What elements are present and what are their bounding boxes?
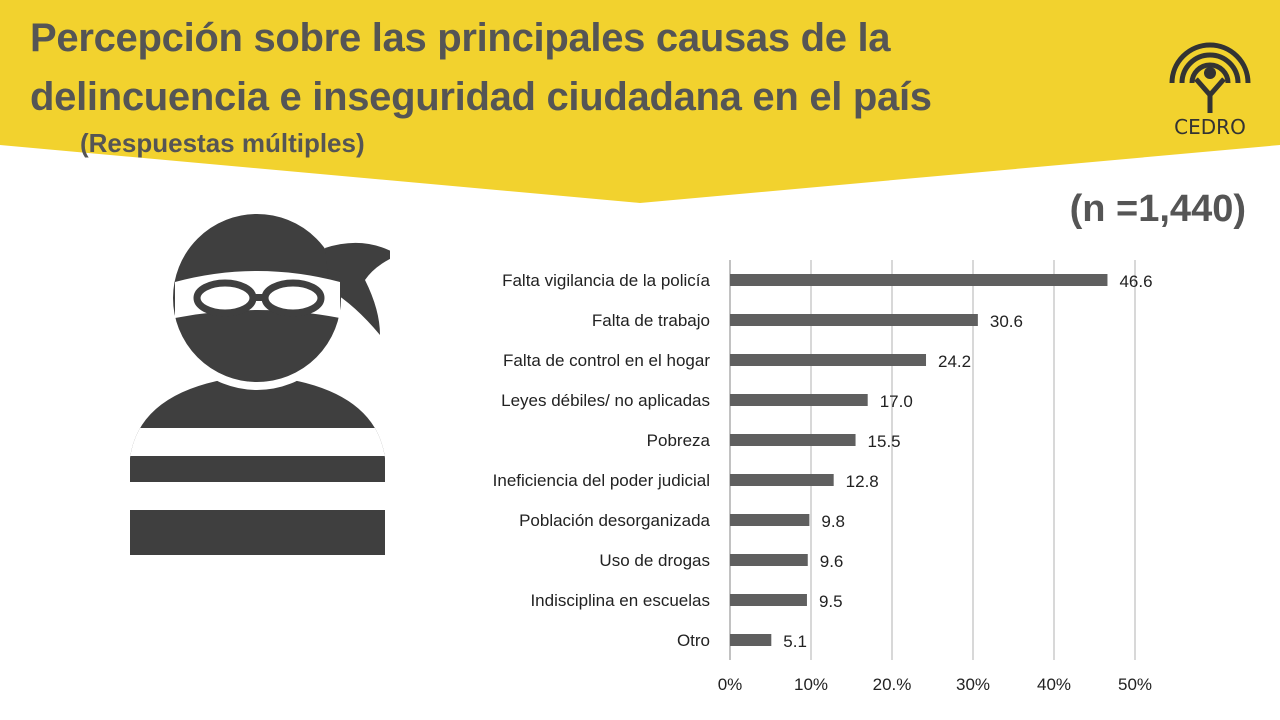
category-label: Falta vigilancia de la policía [502,271,710,290]
category-label: Ineficiencia del poder judicial [493,471,710,490]
value-label: 46.6 [1119,272,1152,291]
header-banner [0,0,1280,203]
category-label: Indisciplina en escuelas [530,591,710,610]
category-label: Pobreza [647,431,711,450]
x-tick-label: 10% [794,675,828,694]
bar [730,314,978,326]
category-label: Uso de drogas [599,551,710,570]
x-tick-label: 30% [956,675,990,694]
masked-thief-icon [130,210,390,555]
category-label: Falta de trabajo [592,311,710,330]
category-label: Población desorganizada [519,511,710,530]
category-label: Leyes débiles/ no aplicadas [501,391,710,410]
cedro-logo-icon [1169,42,1251,113]
x-tick-label: 50% [1118,675,1152,694]
bar [730,554,808,566]
category-label: Falta de control en el hogar [503,351,710,370]
page-subtitle: (Respuestas múltiples) [80,128,365,158]
value-label: 9.8 [821,512,845,531]
bar [730,634,772,646]
sample-size-label: (n =1,440) [1069,188,1246,230]
bar [730,514,810,526]
x-tick-label: 0% [718,675,743,694]
value-label: 15.5 [868,432,901,451]
value-label: 24.2 [938,352,971,371]
value-label: 9.5 [819,592,843,611]
category-label: Otro [677,631,710,650]
value-label: 12.8 [846,472,879,491]
bar-chart: Falta vigilancia de la policía Falta de t… [493,260,1153,694]
page-title-line-1: Percepción sobre las principales causas … [30,16,891,60]
bar [730,434,856,446]
x-tick-label: 40% [1037,675,1071,694]
bar [730,394,868,406]
bar [730,354,927,366]
value-label: 9.6 [820,552,844,571]
x-tick-label: 20.% [873,675,912,694]
cedro-logo-text: CEDRO [1174,115,1246,139]
bar [730,274,1108,286]
value-label: 5.1 [783,632,807,651]
bar [730,474,834,486]
value-label: 30.6 [990,312,1023,331]
bar [730,594,807,606]
page-title-line-2: delincuencia e inseguridad ciudadana en … [30,75,932,119]
value-label: 17.0 [880,392,913,411]
